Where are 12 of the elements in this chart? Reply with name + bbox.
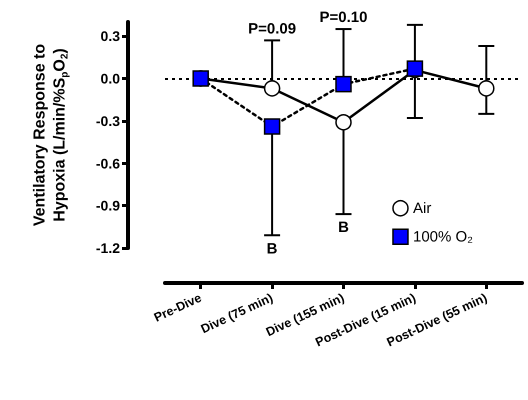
annotation: B: [338, 219, 350, 236]
legend-label: 100% O₂: [412, 228, 474, 246]
y-tick-label: 0.0: [100, 70, 120, 86]
legend-label: Air: [412, 200, 432, 217]
annotation: P=0.09: [248, 20, 296, 38]
y-tick-label: -0.6: [96, 155, 120, 172]
y-tick-label: -1.2: [96, 240, 120, 256]
annotation: B: [266, 240, 278, 258]
annotation: P=0.10: [320, 9, 368, 26]
y-tick-label: -0.3: [96, 112, 120, 129]
y-tick-label: 0.3: [100, 28, 120, 44]
y-tick-label: -0.9: [96, 198, 120, 214]
